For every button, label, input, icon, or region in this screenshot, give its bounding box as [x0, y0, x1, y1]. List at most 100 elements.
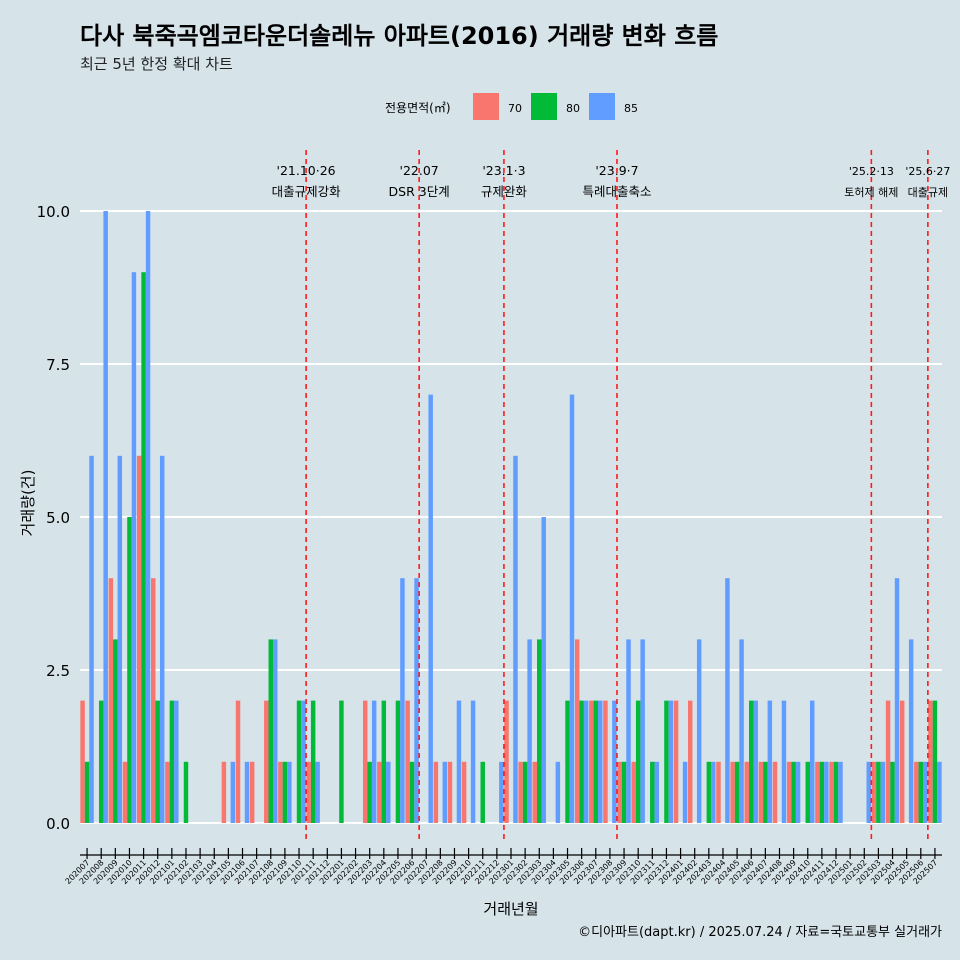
- bar: [716, 761, 721, 823]
- bar: [183, 761, 189, 823]
- bar: [706, 761, 712, 823]
- bar: [527, 639, 532, 823]
- bar: [159, 455, 165, 823]
- bar: [127, 517, 132, 823]
- bar: [273, 639, 278, 823]
- bar: [145, 211, 151, 823]
- bar: [565, 700, 570, 823]
- bar: [730, 761, 735, 823]
- bar: [428, 394, 433, 823]
- bar: [650, 761, 655, 823]
- bar: [805, 761, 810, 823]
- bar: [682, 761, 688, 823]
- event-label: 특례대출축소: [582, 184, 651, 199]
- bar: [282, 761, 288, 823]
- bar: [880, 761, 886, 823]
- bar: [640, 639, 645, 823]
- bar: [522, 761, 528, 823]
- event-marker: '25.2·13 토허제 해제: [844, 150, 898, 842]
- bar: [296, 700, 302, 823]
- bar: [815, 761, 820, 823]
- y-tick-label: 10.0: [37, 203, 70, 221]
- bar: [98, 700, 104, 823]
- bar: [617, 761, 622, 823]
- bar: [744, 761, 749, 823]
- event-date: '25.6·27: [905, 165, 950, 178]
- event-label: DSR 3단계: [389, 184, 450, 199]
- bar: [932, 700, 938, 823]
- bar: [696, 639, 702, 823]
- legend-swatch: [531, 93, 557, 120]
- bar: [461, 761, 467, 823]
- bar: [131, 272, 137, 823]
- bar: [598, 700, 603, 823]
- legend-label: 70: [508, 102, 522, 115]
- bar: [885, 700, 891, 823]
- legend-label: 80: [566, 102, 580, 115]
- bar: [819, 761, 825, 823]
- bar: [890, 761, 895, 823]
- event-date: '23.9·7: [595, 163, 638, 178]
- bar: [876, 761, 881, 823]
- bar: [871, 761, 877, 823]
- bar: [136, 455, 142, 823]
- bar: [230, 761, 236, 823]
- event-marker: '23.9·7 특례대출축소: [582, 150, 651, 842]
- event-label: 규제완화: [481, 184, 528, 199]
- bar: [165, 761, 170, 823]
- legend-title: 전용면적(㎡): [385, 101, 451, 115]
- bar: [221, 761, 227, 823]
- bar: [155, 700, 160, 823]
- bar: [103, 211, 108, 823]
- bar: [569, 394, 575, 823]
- bar: [635, 700, 641, 823]
- bar: [433, 761, 439, 823]
- bar: [301, 700, 306, 823]
- bar: [409, 761, 415, 823]
- y-axis: 0.0 2.5 5.0 7.5 10.0: [37, 203, 70, 833]
- bar: [377, 761, 382, 823]
- y-tick-label: 5.0: [46, 509, 70, 527]
- event-label: 대출규제강화: [272, 184, 342, 199]
- x-axis-label: 거래년월: [483, 900, 538, 918]
- legend-item: 70: [473, 93, 522, 120]
- bar: [758, 761, 764, 823]
- legend-item: 85: [589, 93, 638, 120]
- bar: [315, 761, 320, 823]
- bar: [504, 700, 509, 823]
- bar: [339, 700, 344, 823]
- y-tick-label: 2.5: [46, 662, 70, 680]
- bar: [593, 700, 599, 823]
- y-tick-label: 7.5: [46, 356, 70, 374]
- bar: [84, 761, 90, 823]
- bar: [518, 761, 523, 823]
- bar: [748, 700, 754, 823]
- bar: [249, 761, 255, 823]
- bar: [786, 761, 792, 823]
- bar: [381, 700, 387, 823]
- y-tick-label: 0.0: [46, 815, 70, 833]
- bar: [141, 272, 146, 823]
- bars: [80, 211, 942, 823]
- bar: [174, 700, 179, 823]
- bar: [367, 761, 372, 823]
- bar: [362, 700, 368, 823]
- event-label: 대출규제: [908, 186, 948, 199]
- bar: [579, 700, 584, 823]
- bar: [268, 639, 273, 823]
- bar: [833, 761, 839, 823]
- bar: [278, 761, 283, 823]
- bar: [574, 639, 580, 823]
- bar: [829, 761, 834, 823]
- bar: [306, 761, 311, 823]
- bar: [664, 700, 669, 823]
- bar: [795, 761, 801, 823]
- bar: [470, 700, 476, 823]
- bar: [442, 761, 448, 823]
- bar: [400, 578, 405, 823]
- bar: [244, 761, 250, 823]
- bar: [824, 761, 829, 823]
- bar: [914, 761, 919, 823]
